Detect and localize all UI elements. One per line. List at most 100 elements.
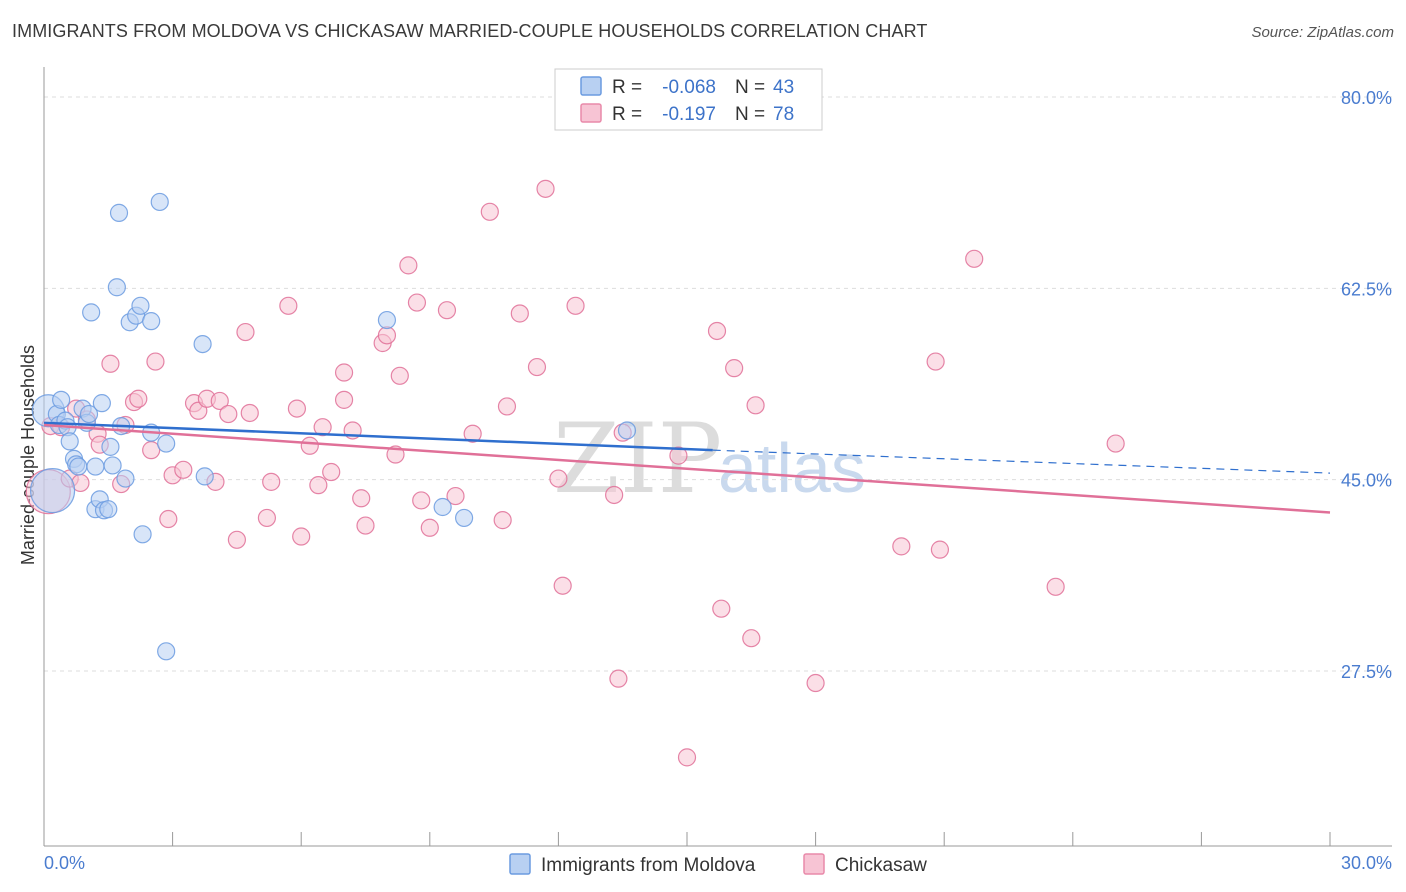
moldova-point-26 <box>82 303 101 322</box>
chickasaw-point-69 <box>725 359 744 378</box>
chickasaw-point-75 <box>930 540 950 559</box>
chickasaw-point-58 <box>536 179 555 198</box>
chickasaw-point-60 <box>553 576 572 595</box>
bottom-legend-label-moldova: Immigrants from Moldova <box>541 855 756 876</box>
chickasaw-point-67 <box>707 321 727 341</box>
y-tick-label-1: 62.5% <box>1341 279 1392 299</box>
legend-n-label-chickasaw: N = <box>735 104 765 125</box>
chickasaw-point-15 <box>146 352 165 371</box>
x-tick-label-1: 30.0% <box>1341 853 1392 873</box>
moldova-point-38 <box>377 310 397 330</box>
legend-r-value-moldova: -0.068 <box>662 77 716 98</box>
chickasaw-point-16 <box>159 509 178 529</box>
moldova-point-20 <box>101 437 120 456</box>
y-tick-label-0: 80.0% <box>1341 88 1392 108</box>
trend-lines <box>43 421 1331 514</box>
x-ticks <box>172 832 1331 846</box>
chickasaw-point-29 <box>262 472 281 491</box>
y-tick-label-2: 45.0% <box>1341 471 1392 491</box>
chickasaw-point-78 <box>1106 434 1125 453</box>
chickasaw-point-54 <box>493 511 512 530</box>
chickasaw-point-57 <box>527 357 547 377</box>
moldova-point-30 <box>142 312 161 331</box>
moldova-point-13 <box>79 404 99 424</box>
chickasaw-point-66 <box>677 748 697 767</box>
moldova-point-23 <box>116 469 135 488</box>
moldova-point-17 <box>92 394 111 413</box>
bottom-legend: Immigrants from Moldova Chickasaw <box>509 853 927 876</box>
chickasaw-point-76 <box>965 249 984 268</box>
x-tick-labels: 0.0% 30.0% <box>44 853 1392 873</box>
chickasaw-point-33 <box>300 436 319 455</box>
bottom-legend-swatch-moldova <box>509 853 531 875</box>
moldova-point-39 <box>433 497 452 517</box>
moldova-point-35 <box>157 642 176 661</box>
chickasaw-point-25 <box>227 530 246 549</box>
y-tick-label-3: 27.5% <box>1341 662 1392 682</box>
gridlines <box>44 96 1392 672</box>
chickasaw-point-52 <box>463 424 482 443</box>
legend-r-label-chickasaw: R = <box>612 104 642 125</box>
chickasaw-point-51 <box>446 486 465 506</box>
chickasaw-point-59 <box>549 469 568 488</box>
legend-r-label-moldova: R = <box>612 77 642 98</box>
chickasaw-point-73 <box>892 537 911 556</box>
chickasaw-point-37 <box>334 363 354 382</box>
chickasaw-point-61 <box>566 296 585 315</box>
legend-n-value-chickasaw: 78 <box>773 104 794 125</box>
chickasaw-point-74 <box>926 352 945 371</box>
legend-swatch-chickasaw <box>580 103 602 123</box>
moldova-point-1 <box>29 468 76 514</box>
chart-title: IMMIGRANTS FROM MOLDOVA VS CHICKASAW MAR… <box>12 21 928 41</box>
axes <box>43 67 1392 847</box>
legend: R = -0.068 N = 43 R = -0.197 N = 78 <box>554 68 823 131</box>
moldova-point-34 <box>157 434 176 453</box>
bottom-legend-label-chickasaw: Chickasaw <box>835 855 927 876</box>
legend-r-value-chickasaw: -0.197 <box>662 104 716 125</box>
chickasaw-point-72 <box>806 673 825 693</box>
trend-moldova <box>43 421 713 452</box>
moldova-point-37 <box>195 467 214 486</box>
moldova-point-36 <box>193 334 212 354</box>
moldova-point-21 <box>103 456 122 475</box>
moldova-point-31 <box>150 192 169 212</box>
y-tick-labels: 80.0% 62.5% 45.0% 27.5% <box>1341 88 1392 682</box>
chickasaw-point-70 <box>742 629 761 648</box>
moldova-point-19 <box>99 500 118 519</box>
chickasaw-point-13 <box>129 389 148 408</box>
chickasaw-point-55 <box>497 397 517 416</box>
chickasaw-point-27 <box>240 403 259 423</box>
chickasaw-point-65 <box>669 446 688 465</box>
chickasaw-point-9 <box>101 354 120 373</box>
chickasaw-point-46 <box>399 256 418 275</box>
chickasaw-point-24 <box>219 404 238 424</box>
chickasaw-point-34 <box>309 476 328 495</box>
chickasaw-point-50 <box>437 301 457 320</box>
chickasaw-point-56 <box>510 304 529 323</box>
moldova-point-41 <box>617 421 637 440</box>
chickasaw-point-23 <box>210 391 229 411</box>
chickasaw-point-38 <box>334 390 354 409</box>
moldova-point-24 <box>109 203 129 222</box>
moldova-point-40 <box>454 508 474 528</box>
bottom-legend-swatch-chickasaw <box>803 853 825 875</box>
chickasaw-point-26 <box>236 322 255 342</box>
moldova-point-14 <box>86 457 105 476</box>
legend-n-value-moldova: 43 <box>773 77 794 98</box>
chickasaw-point-30 <box>279 296 298 315</box>
chart-source: Source: ZipAtlas.com <box>1251 24 1394 41</box>
trend-moldova-extension <box>712 449 1331 474</box>
chickasaw-point-64 <box>609 669 628 688</box>
chickasaw-point-47 <box>407 293 427 312</box>
trend-chickasaw <box>43 423 1331 514</box>
x-tick-label-0: 0.0% <box>44 853 85 873</box>
chickasaw-point-62 <box>605 485 624 505</box>
chickasaw-point-45 <box>390 366 409 385</box>
moldova-point-33 <box>133 525 152 544</box>
chickasaw-point-18 <box>174 460 193 479</box>
chickasaw-point-28 <box>257 508 277 528</box>
chickasaw-point-77 <box>1046 577 1065 596</box>
chickasaw-point-71 <box>746 396 765 415</box>
chickasaw-point-32 <box>292 527 311 546</box>
